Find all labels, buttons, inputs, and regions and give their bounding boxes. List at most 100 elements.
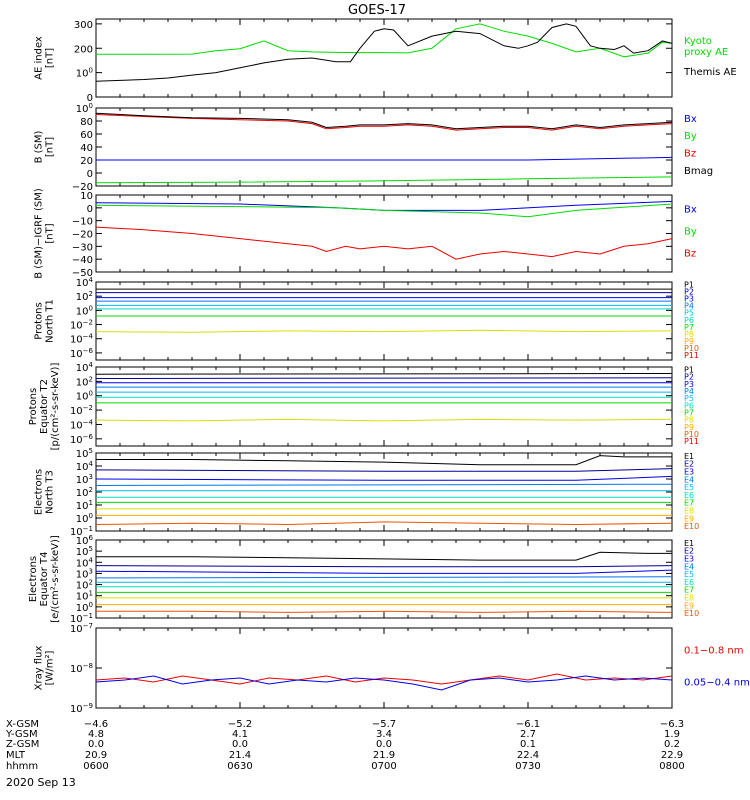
y-axis-label: ElectronsNorth T3 xyxy=(34,469,56,515)
series-line-by xyxy=(95,203,673,218)
legend-entry: E3 xyxy=(684,467,694,476)
series-line-0-1-0-8-nm xyxy=(95,673,673,685)
legend-entry: P10 xyxy=(684,430,699,439)
legend-entry: E7 xyxy=(684,499,694,508)
legend-entry: E6 xyxy=(684,578,694,587)
legend-entry: 0.05−0.4 nm xyxy=(684,678,750,689)
ytick-label: 100 xyxy=(76,512,93,525)
ytick-label: 101 xyxy=(76,499,93,512)
x-cell: −6.1 xyxy=(516,719,540,730)
x-cell: 1.9 xyxy=(664,729,680,740)
series-line-e3 xyxy=(95,569,673,574)
series-line-e4 xyxy=(95,576,673,579)
ytick-label: 10−4 xyxy=(70,418,94,431)
legend-entry: P9 xyxy=(684,423,694,432)
legend-entry: E1 xyxy=(684,539,694,548)
legend-entry: E2 xyxy=(684,547,694,556)
ytick-label: 10−4 xyxy=(70,333,94,346)
panel-frame xyxy=(95,539,673,619)
x-cell: 22.9 xyxy=(661,750,683,761)
ytick-label: −10 xyxy=(72,217,93,228)
series-line-themis-ae xyxy=(95,23,673,82)
panel-frame xyxy=(95,627,673,709)
ytick-label: 100 xyxy=(76,67,93,80)
series-line-e2 xyxy=(95,565,673,568)
ytick-label: 0 xyxy=(87,204,93,215)
ytick-label: 103 xyxy=(76,473,93,486)
legend-entry: P11 xyxy=(684,437,699,446)
legend-entry: Kyoto proxy AE xyxy=(684,36,728,58)
series-line-e1 xyxy=(96,455,672,466)
legend-entry: E4 xyxy=(684,475,694,484)
ytick-label: 10−6 xyxy=(70,433,94,446)
ytick-label: −50 xyxy=(72,268,93,279)
legend-entry: P2 xyxy=(684,373,694,382)
series-line-e10 xyxy=(95,521,673,526)
ytick-label: 101 xyxy=(76,590,93,603)
ytick-label: 10−1 xyxy=(70,525,93,538)
legend-entry: P3 xyxy=(684,295,694,304)
series-line-bz xyxy=(95,114,673,131)
legend-entry: P6 xyxy=(684,401,694,410)
panel-frame xyxy=(95,107,673,187)
ytick-label: 105 xyxy=(76,545,93,558)
x-cell: 0.0 xyxy=(376,739,392,750)
legend-entry: P5 xyxy=(684,394,694,403)
series-line-bz xyxy=(95,226,673,260)
ytick-label: 300 xyxy=(74,20,93,31)
y-axis-label: ProtonsNorth T1 xyxy=(34,299,56,343)
ytick-label: −20 xyxy=(72,182,93,193)
ytick-label: 104 xyxy=(76,556,94,569)
x-row-label: MLT xyxy=(6,750,26,761)
x-cell: 4.8 xyxy=(88,729,104,740)
x-cell: −6.3 xyxy=(660,719,684,730)
ytick-label: 102 xyxy=(76,486,93,499)
ytick-label: 103 xyxy=(76,567,93,580)
y-axis-label: B (SM)−IGRF (SM)[nT] xyxy=(34,188,56,279)
legend-entry: By xyxy=(684,227,697,238)
legend-entry: E5 xyxy=(684,570,694,579)
legend-entry: Bz xyxy=(684,249,696,260)
ytick-label: 60 xyxy=(80,130,93,141)
legend-entry: E2 xyxy=(684,460,694,469)
legend-entry: P1 xyxy=(684,280,694,289)
ytick-label: 80 xyxy=(80,117,93,128)
series-line-by xyxy=(95,176,673,184)
legend-entry: E8 xyxy=(684,506,694,515)
x-cell: 0700 xyxy=(371,761,396,772)
ytick-label: 102 xyxy=(76,290,93,303)
ytick-label: 10 xyxy=(80,191,93,202)
x-cell: 0800 xyxy=(659,761,684,772)
y-axis-label: ElectronsEquator T4[e/(cm²-s-sr-keV)] xyxy=(28,535,61,623)
legend-entry: 0.1−0.8 nm xyxy=(684,646,743,657)
panel-frame xyxy=(95,452,673,532)
series-line-bmag xyxy=(95,112,673,130)
legend-entry: P8 xyxy=(684,416,694,425)
x-cell: 2.7 xyxy=(520,729,536,740)
x-cell: 0.0 xyxy=(232,739,248,750)
x-cell: 0600 xyxy=(83,761,108,772)
legend-entry: Bz xyxy=(684,149,696,160)
panel-frame xyxy=(95,18,673,98)
y-axis-label: AE index[nT] xyxy=(34,36,56,80)
legend-entry: Bx xyxy=(684,114,697,125)
legend-entry: P2 xyxy=(684,287,694,296)
panel-3: −50 −40 −30−20 −10 0 10 B (SM)−IGRF (SM)[nT] Bx… xyxy=(34,188,697,279)
ytick-label: −30 xyxy=(72,242,93,253)
ytick-label: 104 xyxy=(76,276,94,289)
legend-entry: Bmag xyxy=(684,166,713,177)
ytick-label: 200 xyxy=(74,44,93,55)
series-line-e3 xyxy=(95,475,673,481)
legend-entry: P11 xyxy=(684,351,699,360)
panel-8: 10−9 10−8 10−7 Xray flux[W/m²] 0.1−0.8 nm 0.0… xyxy=(34,622,750,715)
plot-title: GOES-17 xyxy=(348,3,406,18)
x-row-label: Z-GSM xyxy=(6,739,39,750)
legend-entry: P8 xyxy=(684,330,694,339)
x-row-label: Y-GSM xyxy=(5,729,38,740)
ytick-label: 100 xyxy=(76,390,93,403)
ytick-label: 102 xyxy=(76,375,93,388)
